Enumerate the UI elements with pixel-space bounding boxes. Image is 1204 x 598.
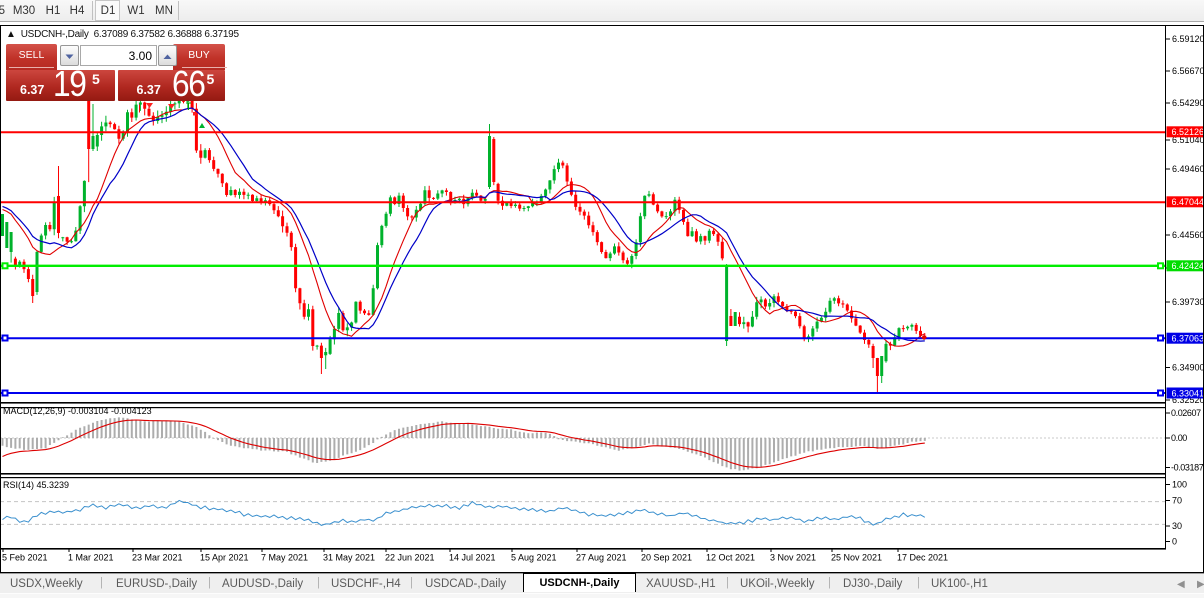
svg-text:27 Aug 2021: 27 Aug 2021 — [576, 553, 627, 563]
svg-text:0.00: 0.00 — [1171, 433, 1187, 443]
svg-text:70: 70 — [1172, 496, 1182, 506]
svg-text:RSI(14) 45.3239: RSI(14) 45.3239 — [3, 480, 69, 490]
svg-text:23 Mar 2021: 23 Mar 2021 — [132, 553, 183, 563]
svg-text:5 Feb 2021: 5 Feb 2021 — [2, 553, 48, 563]
svg-text:14 Jul 2021: 14 Jul 2021 — [449, 553, 496, 563]
svg-text:6.49460: 6.49460 — [1172, 164, 1204, 174]
svg-text:7 May 2021: 7 May 2021 — [261, 553, 308, 563]
svg-text:1 Mar 2021: 1 Mar 2021 — [68, 553, 114, 563]
svg-text:20 Sep 2021: 20 Sep 2021 — [641, 553, 692, 563]
svg-text:6.54290: 6.54290 — [1172, 98, 1204, 108]
svg-text:3 Nov 2021: 3 Nov 2021 — [770, 553, 816, 563]
svg-text:MACD(12,26,9) -0.003104 -0.004: MACD(12,26,9) -0.003104 -0.004123 — [3, 406, 152, 416]
svg-text:25 Nov 2021: 25 Nov 2021 — [831, 553, 882, 563]
svg-text:5 Aug 2021: 5 Aug 2021 — [511, 553, 557, 563]
svg-text:6.47044: 6.47044 — [1172, 197, 1204, 207]
svg-text:0: 0 — [1172, 537, 1177, 547]
svg-text:6.42424: 6.42424 — [1172, 261, 1204, 271]
svg-text:6.59120: 6.59120 — [1172, 34, 1204, 44]
svg-text:31 May 2021: 31 May 2021 — [323, 553, 375, 563]
svg-text:15 Apr 2021: 15 Apr 2021 — [200, 553, 249, 563]
svg-text:6.37063: 6.37063 — [1172, 334, 1204, 344]
svg-text:6.34900: 6.34900 — [1172, 363, 1204, 373]
svg-text:6.33041: 6.33041 — [1172, 388, 1204, 398]
svg-text:6.56670: 6.56670 — [1172, 66, 1204, 76]
svg-text:6.39730: 6.39730 — [1172, 297, 1204, 307]
svg-text:30: 30 — [1172, 521, 1182, 531]
svg-text:17 Dec 2021: 17 Dec 2021 — [897, 553, 948, 563]
svg-text:12 Oct 2021: 12 Oct 2021 — [706, 553, 755, 563]
svg-text:6.44560: 6.44560 — [1172, 230, 1204, 240]
svg-text:22 Jun 2021: 22 Jun 2021 — [385, 553, 435, 563]
svg-text:0.02607: 0.02607 — [1171, 408, 1201, 418]
svg-text:100: 100 — [1172, 480, 1187, 490]
svg-text:-0.03187: -0.03187 — [1171, 463, 1204, 473]
svg-text:6.52126: 6.52126 — [1172, 127, 1204, 137]
